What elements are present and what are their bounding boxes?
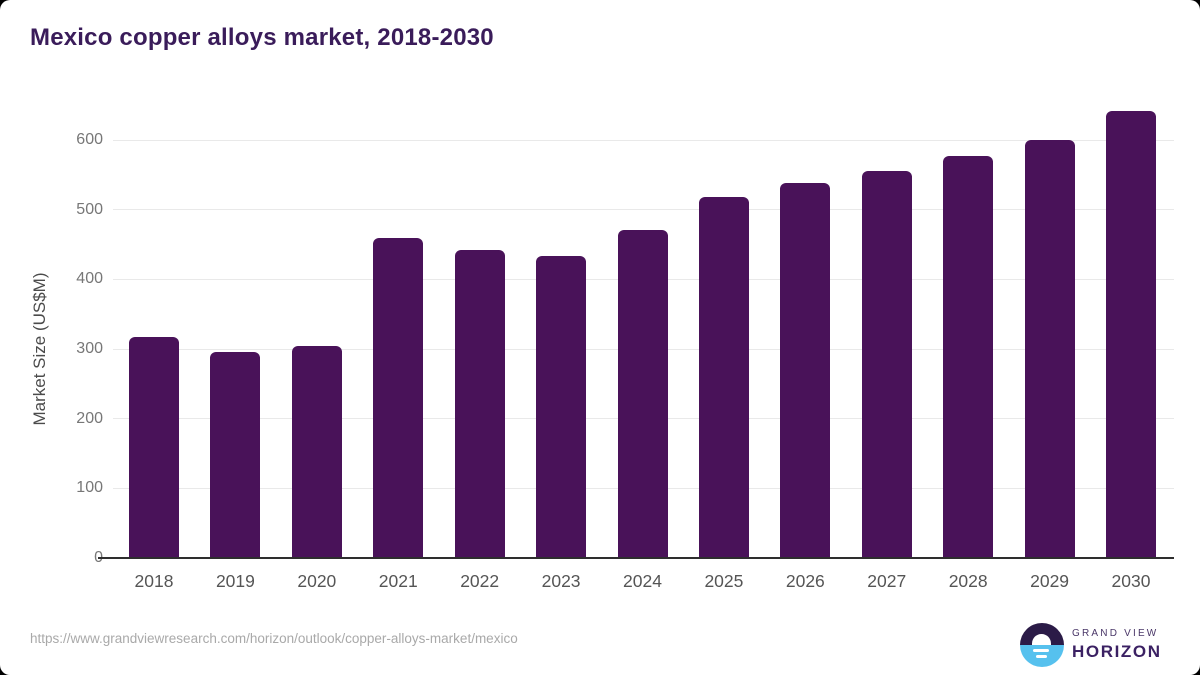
bar-2027 [861,170,912,558]
chart-title: Mexico copper alloys market, 2018-2030 [30,24,494,51]
x-axis-line [98,557,1174,559]
x-tick-label: 2023 [541,571,581,591]
x-tick-label: 2028 [948,571,988,591]
bar-2022 [454,250,505,558]
bar-2029 [1024,140,1075,558]
y-tick-label: 500 [76,200,103,218]
y-tick-label: 600 [76,131,103,148]
bar-2023 [536,256,587,558]
x-tick-label: 2025 [704,571,744,591]
bar-2021 [373,237,424,558]
y-tick-label: 0 [38,549,103,567]
y-tick-label: 300 [76,340,103,357]
bar-2020 [291,345,342,558]
footer-url: https://www.grandviewresearch.com/horizo… [30,631,518,646]
bar-2024 [617,229,668,558]
x-tick-label: 2029 [1030,571,1070,591]
x-tick-label: 2018 [134,571,174,591]
x-tick-label: 2030 [1111,571,1151,591]
x-tick-label: 2027 [867,571,907,591]
y-tick-label: 100 [76,479,103,497]
bar-2028 [943,156,994,558]
bar-2019 [210,352,261,558]
x-tick-label: 2024 [623,571,662,591]
bar-2018 [129,337,179,558]
bar-2025 [698,197,749,558]
x-tick-label: 2019 [215,571,255,591]
y-tick-label: 400 [76,270,103,288]
sunrise-icon [1020,623,1064,667]
x-tick-label: 2026 [785,571,825,591]
grandview-horizon-logo: GRAND VIEW HORIZON [1020,622,1180,668]
y-tick-label: 200 [76,409,103,427]
bar-2026 [780,183,831,558]
gridline-500 [113,209,1174,211]
x-tick-label: 2022 [460,571,500,591]
logo-brand-top: GRAND VIEW [1072,628,1159,639]
bar-2030 [1106,111,1156,558]
x-tick-label: 2021 [378,571,418,591]
x-tick-label: 2020 [297,571,337,591]
logo-brand-bottom: HORIZON [1072,642,1162,661]
gridline-600 [113,139,1174,141]
